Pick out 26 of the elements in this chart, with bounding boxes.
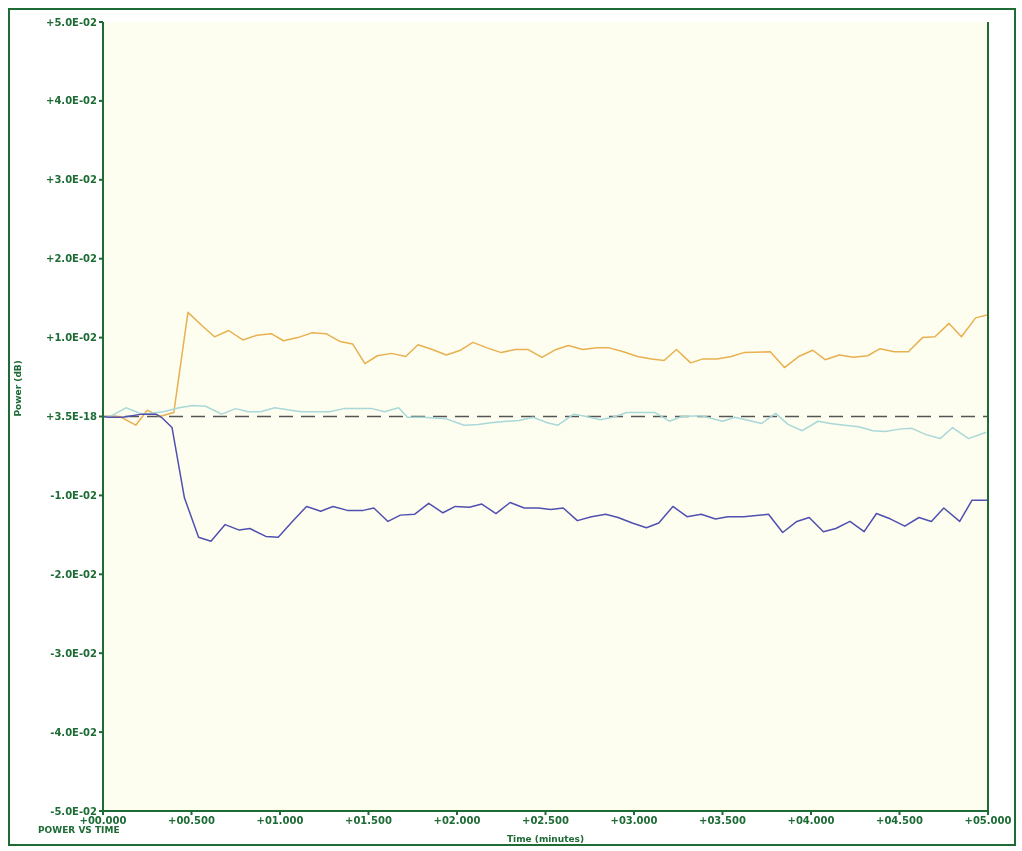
y-tick-label: +3.0E-02 xyxy=(46,174,98,186)
x-tick-label: +01.500 xyxy=(345,815,393,827)
x-tick-label: +02.500 xyxy=(522,815,570,827)
x-tick-label: +03.500 xyxy=(699,815,747,827)
y-tick-label: -5.0E-02 xyxy=(50,805,98,817)
y-axis-title: Power (dB) xyxy=(13,360,24,417)
x-tick-label: +04.500 xyxy=(876,815,924,827)
x-tick-label: +04.000 xyxy=(787,815,835,827)
y-tick-label: +2.0E-02 xyxy=(46,253,98,265)
text: POWER VS TIME xyxy=(38,825,120,835)
y-tick-label: +1.0E-02 xyxy=(46,332,98,344)
line-series xyxy=(103,413,988,542)
y-tick-label: -3.0E-02 xyxy=(50,647,98,659)
x-axis-title: Time (minutes) xyxy=(506,834,585,844)
x-tick-label: +00.000 xyxy=(79,815,127,827)
x-tick-label: +00.500 xyxy=(168,815,216,827)
x-tick-label: +02.000 xyxy=(433,815,481,827)
y-tick-label: +3.5E-18 xyxy=(46,411,98,423)
x-tick-label: +05.000 xyxy=(964,815,1012,827)
y-tick-label: -4.0E-02 xyxy=(50,726,98,738)
y-tick-label: +4.0E-02 xyxy=(46,95,98,107)
x-tick-label: +03.000 xyxy=(610,815,658,827)
y-tick-label: +5.0E-02 xyxy=(46,16,98,28)
y-tick-label: -2.0E-02 xyxy=(50,568,98,580)
y-tick-label: -1.0E-02 xyxy=(50,489,98,501)
x-tick-label: +01.000 xyxy=(256,815,304,827)
